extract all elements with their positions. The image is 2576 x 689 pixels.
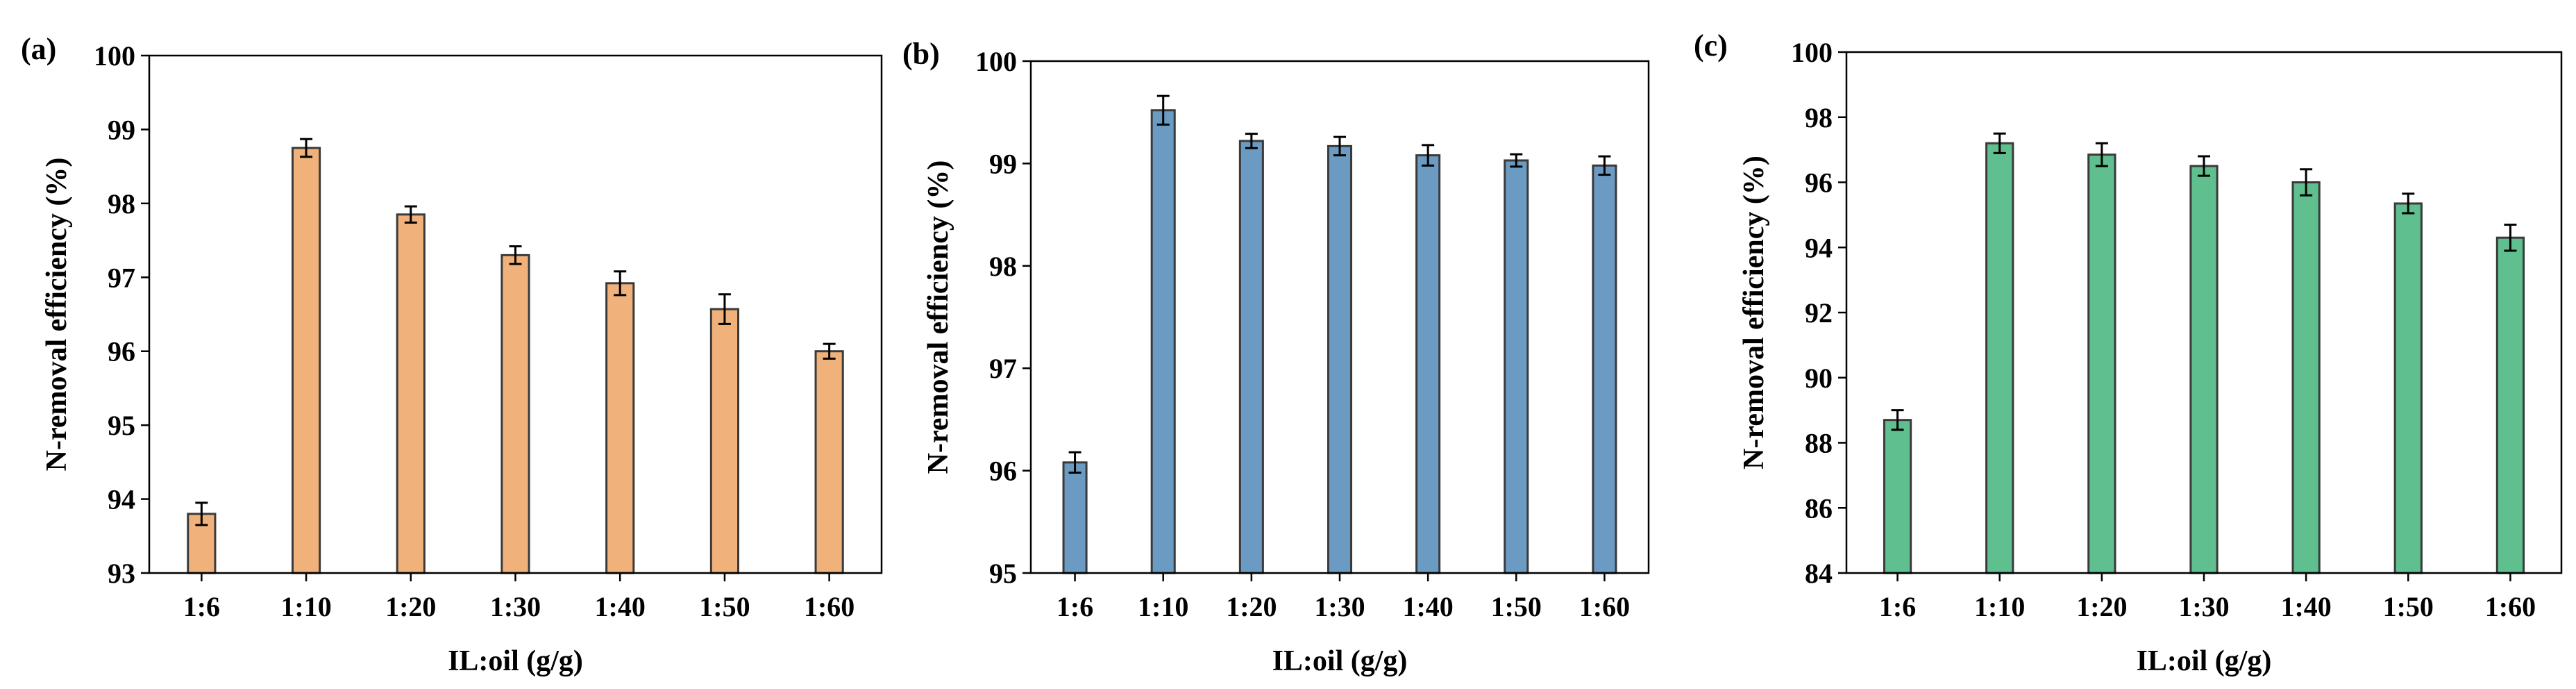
bar <box>1592 164 1617 574</box>
bar <box>500 254 530 574</box>
bar <box>1238 140 1264 574</box>
bar <box>709 308 740 574</box>
y-axis-title: N-removal efficiency (%) <box>1738 156 1770 470</box>
bar <box>2189 165 2219 574</box>
y-axis-title: N-removal efficiency (%) <box>923 160 954 474</box>
x-tick-label: 1:6 <box>1879 591 1916 622</box>
x-tick-label: 1:30 <box>490 591 541 622</box>
x-axis-title: IL:oil (g/g) <box>448 645 583 677</box>
x-tick-label: 1:50 <box>699 591 750 622</box>
bar <box>814 350 844 574</box>
bar <box>605 282 635 574</box>
y-tick-label: 98 <box>989 251 1017 282</box>
y-tick-label: 95 <box>989 558 1017 589</box>
x-tick-label: 1:60 <box>804 591 855 622</box>
y-tick-label: 94 <box>108 484 135 515</box>
y-tick-label: 96 <box>989 456 1017 487</box>
panel-label: (c) <box>1694 28 1728 63</box>
x-tick-label: 1:50 <box>1491 591 1542 622</box>
y-tick-label: 98 <box>108 188 135 219</box>
bar <box>1327 144 1353 574</box>
y-tick-label: 99 <box>108 114 135 145</box>
y-tick-label: 100 <box>975 46 1017 77</box>
bar <box>1504 159 1529 574</box>
y-tick-label: 92 <box>1805 297 1833 329</box>
x-axis-title: IL:oil (g/g) <box>2137 645 2272 677</box>
bar <box>2393 202 2423 574</box>
y-tick-label: 97 <box>108 262 135 293</box>
y-tick-label: 90 <box>1805 363 1833 394</box>
chart-panel-b: (b) 95 96 97 98 99 100 1:6 1:10 1:20 1:30 1:40 1:50 1… <box>902 37 1650 677</box>
x-tick-label: 1:20 <box>1226 591 1277 622</box>
y-tick-label: 95 <box>108 410 135 441</box>
x-tick-label: 1:10 <box>1974 591 2025 622</box>
bar <box>1150 109 1176 574</box>
chart-panel-a: (a) 93 94 95 96 97 98 99 100 1:6 1:10 1:20 1:30 1:40 1… <box>21 32 883 677</box>
bar <box>396 213 426 574</box>
panel-label: (b) <box>902 37 940 71</box>
x-tick-label: 1:20 <box>2076 591 2127 622</box>
x-tick-label: 1:10 <box>280 591 331 622</box>
x-tick-label: 1:60 <box>2485 591 2536 622</box>
x-tick-label: 1:40 <box>2280 591 2331 622</box>
y-tick-label: 100 <box>94 40 135 72</box>
bar <box>291 147 321 574</box>
x-tick-label: 1:6 <box>1057 591 1093 622</box>
x-tick-label: 1:30 <box>1314 591 1365 622</box>
y-axis-title: N-removal efficiency (%) <box>41 158 73 472</box>
y-tick-label: 86 <box>1805 492 1833 524</box>
panel-label: (a) <box>21 32 56 66</box>
y-tick-label: 96 <box>108 336 135 367</box>
x-tick-label: 1:30 <box>2178 591 2229 622</box>
x-tick-label: 1:60 <box>1579 591 1630 622</box>
x-axis-title: IL:oil (g/g) <box>1272 645 1408 677</box>
x-tick-label: 1:40 <box>595 591 646 622</box>
y-tick-label: 97 <box>989 353 1017 384</box>
y-tick-label: 94 <box>1805 232 1833 263</box>
bar <box>1883 419 1912 574</box>
x-tick-label: 1:6 <box>183 591 220 622</box>
bar <box>2291 181 2321 574</box>
bar <box>2087 153 2116 574</box>
y-tick-label: 99 <box>989 148 1017 179</box>
y-tick-label: 88 <box>1805 428 1833 459</box>
y-tick-label: 84 <box>1805 558 1833 589</box>
x-tick-label: 1:40 <box>1402 591 1453 622</box>
x-tick-label: 1:50 <box>2383 591 2434 622</box>
y-tick-label: 98 <box>1805 102 1833 133</box>
bar <box>1415 154 1441 574</box>
bar <box>1062 461 1088 574</box>
y-tick-label: 100 <box>1791 37 1833 68</box>
chart-panel-c: (c) 84 86 88 90 92 94 96 98 100 1:6 1:10 1:20 1:30 1:4… <box>1694 28 2563 677</box>
y-tick-label: 96 <box>1805 167 1833 199</box>
x-tick-label: 1:20 <box>385 591 436 622</box>
bar <box>1985 142 2014 574</box>
y-tick-label: 93 <box>108 558 135 589</box>
x-tick-label: 1:10 <box>1138 591 1188 622</box>
bar <box>2495 236 2525 574</box>
